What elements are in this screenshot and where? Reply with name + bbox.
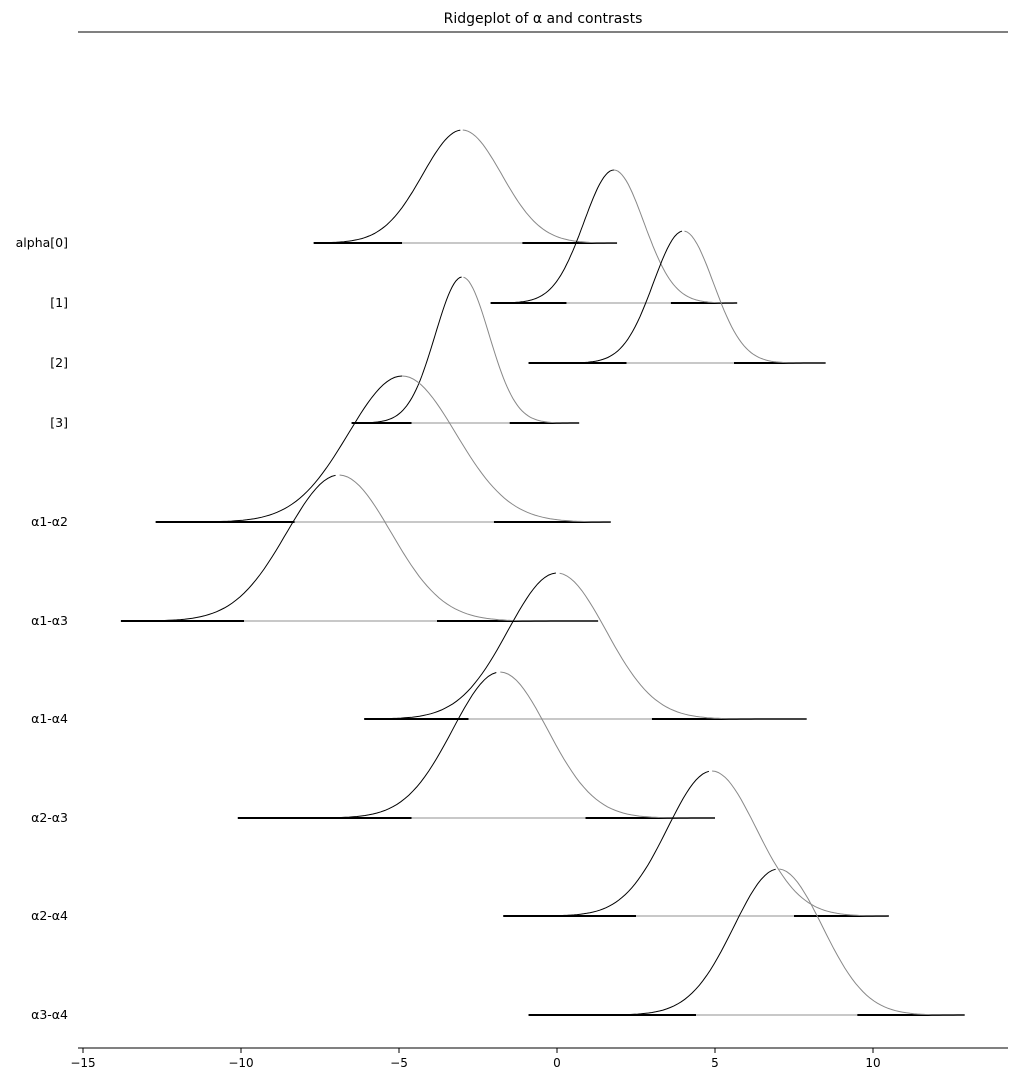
ridge-density-left bbox=[528, 868, 776, 1016]
ridge-density-right bbox=[402, 375, 611, 523]
y-label: α1-α3 bbox=[31, 613, 68, 628]
x-axis-ticks: −15 −10 −5 0 5 10 bbox=[70, 1048, 881, 1070]
ridge-density-left bbox=[364, 572, 556, 720]
ridge-density-right bbox=[463, 276, 580, 424]
y-label: [1] bbox=[50, 295, 68, 310]
ridge-density-left bbox=[237, 672, 497, 819]
x-tick-label: −10 bbox=[228, 1056, 253, 1070]
ridge-density-left bbox=[155, 375, 403, 523]
y-label: α1-α2 bbox=[31, 514, 68, 529]
ridge-density-right bbox=[339, 474, 599, 622]
ridge-9 bbox=[528, 868, 965, 1016]
ridge-4 bbox=[155, 375, 611, 523]
ridge-5 bbox=[120, 474, 599, 622]
ridge-density-left bbox=[351, 276, 462, 424]
ridge-1 bbox=[490, 169, 738, 304]
ridge-density-right bbox=[779, 868, 965, 1016]
ridge-6 bbox=[364, 572, 807, 720]
ridge-density-left bbox=[313, 129, 461, 244]
ridge-density-right bbox=[613, 169, 738, 304]
chart-title: Ridgeplot of α and contrasts bbox=[444, 11, 643, 27]
y-label: [2] bbox=[50, 355, 68, 370]
y-label: α1-α4 bbox=[31, 711, 68, 726]
ridge-8 bbox=[503, 770, 889, 917]
ridge-0 bbox=[313, 129, 618, 244]
ridge-density-right bbox=[559, 572, 807, 720]
ridge-density-right bbox=[712, 770, 889, 917]
ridge-density-left bbox=[503, 770, 710, 917]
y-label: α3-α4 bbox=[31, 1007, 68, 1022]
x-tick-label: −15 bbox=[70, 1056, 95, 1070]
ridge-density-right bbox=[684, 230, 826, 364]
ridge-density-left bbox=[120, 474, 336, 622]
ridge-density-right bbox=[500, 671, 715, 819]
x-tick-label: 10 bbox=[865, 1056, 880, 1070]
x-tick-label: 0 bbox=[553, 1056, 561, 1070]
ridge-density-left bbox=[490, 169, 614, 304]
y-axis-labels: alpha[0] [1] [2] [3] α1-α2 α1-α3 α1-α4 α2-α3 α2-… bbox=[16, 235, 68, 1022]
ridge-density-left bbox=[528, 230, 683, 364]
ridges-group bbox=[120, 129, 965, 1016]
ridge-density-right bbox=[462, 129, 617, 244]
y-label: α2-α3 bbox=[31, 810, 68, 825]
x-tick-label: −5 bbox=[390, 1056, 408, 1070]
y-label: α2-α4 bbox=[31, 908, 68, 923]
x-tick-label: 5 bbox=[711, 1056, 719, 1070]
ridge-7 bbox=[237, 671, 715, 819]
ridge-2 bbox=[528, 230, 826, 364]
y-label: alpha[0] bbox=[16, 235, 68, 250]
y-label: [3] bbox=[50, 415, 68, 430]
ridge-3 bbox=[351, 276, 580, 424]
